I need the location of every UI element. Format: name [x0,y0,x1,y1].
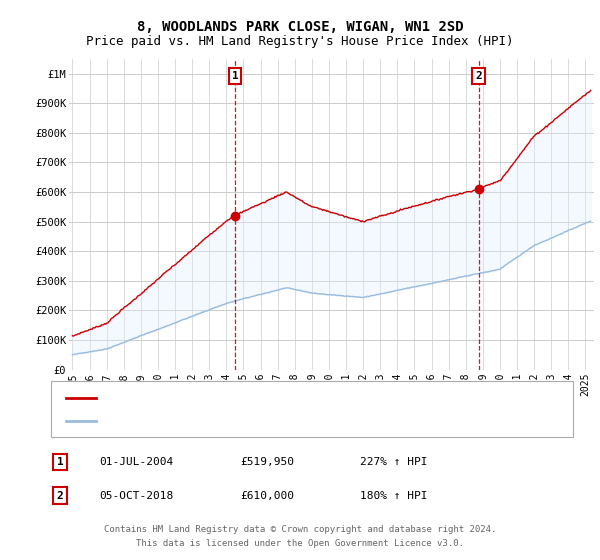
Text: 180% ↑ HPI: 180% ↑ HPI [360,491,427,501]
Text: HPI: Average price, detached house, Wigan: HPI: Average price, detached house, Wiga… [102,417,348,426]
Text: 2: 2 [56,491,64,501]
Text: £610,000: £610,000 [240,491,294,501]
Text: 2: 2 [475,71,482,81]
Text: £519,950: £519,950 [240,457,294,467]
Text: This data is licensed under the Open Government Licence v3.0.: This data is licensed under the Open Gov… [136,539,464,548]
Text: 01-JUL-2004: 01-JUL-2004 [99,457,173,467]
Text: 8, WOODLANDS PARK CLOSE, WIGAN, WN1 2SD (detached house): 8, WOODLANDS PARK CLOSE, WIGAN, WN1 2SD … [102,393,438,403]
Text: 05-OCT-2018: 05-OCT-2018 [99,491,173,501]
Text: 1: 1 [56,457,64,467]
Text: 8, WOODLANDS PARK CLOSE, WIGAN, WN1 2SD: 8, WOODLANDS PARK CLOSE, WIGAN, WN1 2SD [137,20,463,34]
Text: 1: 1 [232,71,238,81]
Text: Contains HM Land Registry data © Crown copyright and database right 2024.: Contains HM Land Registry data © Crown c… [104,525,496,534]
Text: Price paid vs. HM Land Registry's House Price Index (HPI): Price paid vs. HM Land Registry's House … [86,35,514,48]
Text: 227% ↑ HPI: 227% ↑ HPI [360,457,427,467]
